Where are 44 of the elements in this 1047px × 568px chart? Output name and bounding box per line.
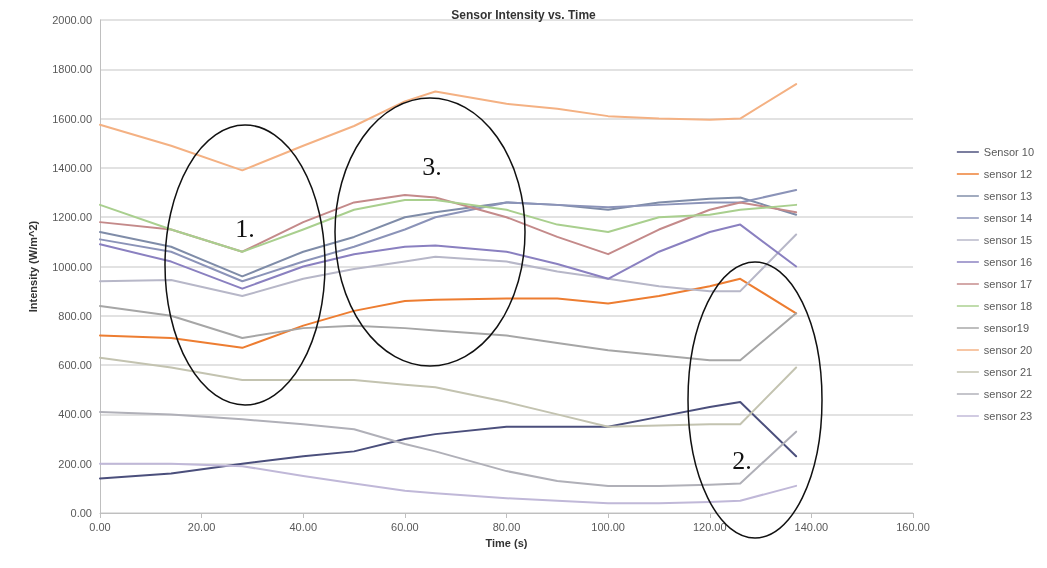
y-tick-label: 0.00	[70, 507, 92, 519]
legend-label: sensor 20	[983, 344, 1033, 356]
legend-label: sensor 18	[983, 300, 1033, 312]
x-axis-title: Time (s)	[485, 536, 528, 549]
y-tick-label: 1400.00	[52, 161, 92, 174]
y-tick-label: 1000.00	[52, 260, 92, 273]
legend-label: sensor 16	[983, 256, 1033, 268]
legend-label: sensor 15	[983, 234, 1033, 246]
line-series	[99, 401, 798, 480]
y-tick-label: 1800.00	[52, 63, 92, 76]
legend-label: Sensor 10	[983, 146, 1035, 158]
x-tick-label: 120.00	[692, 520, 727, 533]
line-series	[99, 356, 798, 428]
line-series	[99, 277, 798, 349]
x-tick-label: 40.00	[289, 520, 318, 533]
y-tick-label: 800.00	[58, 309, 92, 322]
legend-label: sensor19	[983, 322, 1030, 334]
legend-label: sensor 22	[983, 388, 1033, 400]
legend-label: sensor 17	[983, 278, 1033, 290]
line-series	[99, 304, 798, 362]
y-axis-title: Intensity (W/m^2)	[26, 220, 39, 313]
annotation: 1.	[235, 213, 255, 243]
legend-label: sensor 14	[983, 212, 1033, 224]
y-tick-label: 600.00	[58, 359, 92, 372]
x-tick-label: 20.00	[187, 520, 216, 533]
chart-title: Sensor Intensity vs. Time	[451, 8, 597, 22]
annotation: 2.	[732, 445, 752, 475]
annotation: 3.	[422, 151, 442, 181]
legend-label: sensor 12	[983, 168, 1033, 180]
y-tick-label: 2000.00	[52, 14, 92, 26]
x-tick-label: 140.00	[794, 520, 829, 533]
legend-label: sensor 21	[983, 366, 1033, 378]
x-tick-label: 100.00	[591, 520, 625, 533]
x-tick-label: 0.00	[89, 520, 111, 533]
y-tick-label: 1600.00	[52, 112, 92, 125]
legend-label: sensor 23	[983, 410, 1033, 422]
x-tick-label: 60.00	[391, 520, 419, 533]
x-tick-label: 160.00	[896, 520, 930, 533]
legend-label: sensor 13	[983, 190, 1033, 202]
line-series	[99, 410, 798, 487]
y-tick-label: 400.00	[58, 408, 92, 421]
y-tick-label: 1200.00	[52, 211, 92, 224]
y-tick-label: 200.00	[58, 457, 92, 470]
x-tick-label: 80.00	[492, 520, 521, 533]
